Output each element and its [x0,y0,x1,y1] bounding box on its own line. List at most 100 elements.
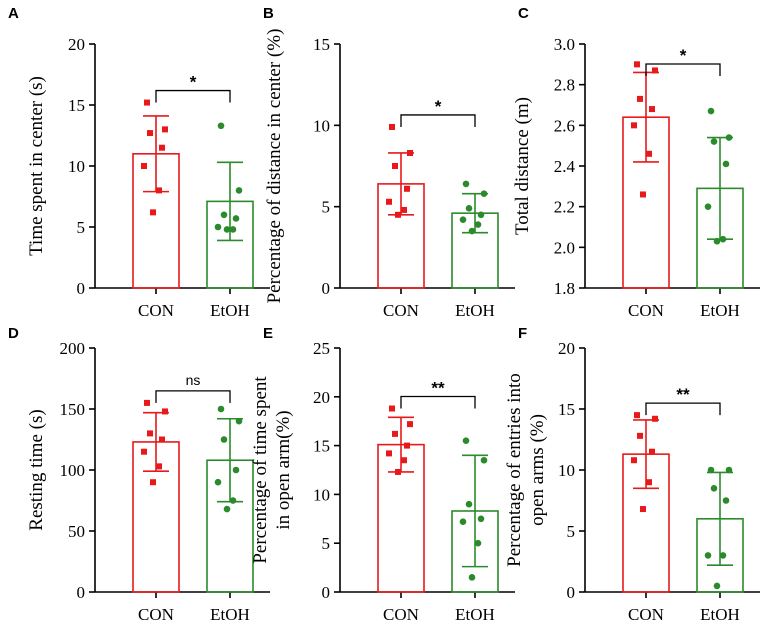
data-point-etoh [722,497,730,504]
significance-label: ** [676,385,690,404]
data-point-etoh [719,552,727,559]
data-point-con [404,185,410,192]
data-point-etoh [223,226,231,233]
significance-bracket-d: ns [155,372,231,403]
y-tick-label: 15 [313,35,330,54]
data-point-con [392,430,398,437]
y-tick-label: 2.6 [554,116,575,135]
data-point-con [395,468,401,475]
data-point-con [159,144,165,151]
y-axis-label-a: Time spent in center (s) [26,76,47,256]
y-tick-label: 20 [313,388,330,407]
panel-letter-c: C [518,5,529,22]
data-point-etoh [220,211,228,219]
y-tick-label: 2.0 [554,238,575,257]
significance-bracket-e: ** [400,379,476,409]
y-tick-label: 2.2 [554,198,575,217]
y-tick-label: 15 [558,400,575,419]
data-point-con [652,415,658,422]
y-tick-label: 5 [322,198,331,217]
y-tick-label: 0 [567,583,576,602]
data-point-etoh [232,215,240,222]
data-point-etoh [229,226,237,233]
significance-bracket-a: * [155,73,231,103]
data-point-etoh [480,456,488,464]
x-tick-label-etoh: EtOH [210,301,250,320]
panel-f: F Percentage of entries into open arms (%)… [504,325,760,624]
data-point-etoh [217,405,225,413]
data-point-etoh [707,107,715,115]
data-point-etoh [214,223,222,231]
data-point-con [392,163,398,169]
y-tick-label: 2.8 [554,76,575,95]
significance-bracket-c: * [645,46,721,76]
error-bar-etoh [217,161,243,242]
x-tick-label-etoh: EtOH [210,605,250,624]
data-point-etoh [465,204,473,212]
panel-letter-f: F [518,325,527,342]
data-point-etoh [220,436,228,443]
data-point-etoh [462,180,470,188]
data-point-con [386,450,392,457]
data-point-etoh [713,582,721,590]
data-point-con [407,421,413,428]
x-tick-label-con: CON [383,301,419,320]
y-tick-label: 20 [558,339,575,358]
y-axis-label-line: Percentage of time spent [250,376,271,564]
x-tick-label-etoh: EtOH [700,301,740,320]
data-point-etoh [462,437,470,445]
data-point-etoh [710,138,718,145]
y-axis-label-e: Percentage of time spent in open arm(%) [250,376,294,564]
data-point-etoh [480,190,488,197]
data-point-etoh [459,216,467,223]
data-point-etoh [725,466,733,474]
x-tick-label-con: CON [628,605,664,624]
data-point-con [404,442,410,449]
x-tick-label-con: CON [138,301,174,320]
data-point-con [646,479,652,486]
data-point-con [395,211,401,218]
panel-letter-e: E [263,325,273,342]
data-point-con [634,61,640,68]
data-point-con [634,412,640,419]
data-point-etoh [459,518,467,526]
data-point-con [637,432,643,439]
x-tick-label-con: CON [628,301,664,320]
y-axis-label-line: open arms (%) [527,414,548,526]
data-point-etoh [477,211,485,219]
y-tick-label: 1.8 [554,279,575,298]
y-tick-label: 10 [313,116,330,135]
data-point-con [631,457,637,464]
data-point-con [156,463,162,470]
data-point-etoh [229,497,237,504]
significance-label: ns [186,372,201,388]
data-point-etoh [474,221,482,228]
x-tick-label-etoh: EtOH [455,605,495,624]
panel-letter-a: A [8,5,19,22]
data-point-etoh [710,485,718,492]
data-point-etoh [707,466,715,474]
data-point-etoh [223,505,231,513]
y-tick-label: 200 [60,339,86,358]
data-point-etoh [474,539,482,547]
data-point-con [652,67,658,74]
data-point-etoh [235,417,243,425]
panel-c: C Total distance (m) 1.8 2.0 2.2 2.4 2.6 2.8 3.0… [512,5,760,320]
x-tick-label-etoh: EtOH [455,301,495,320]
significance-label: ** [431,379,445,398]
panel-letter-b: B [263,5,274,22]
y-tick-label: 5 [567,522,576,541]
data-point-etoh [719,235,727,243]
data-point-con [637,95,643,102]
data-point-etoh [214,478,222,486]
panel-letter-d: D [8,325,19,342]
error-bar-etoh [462,454,488,568]
y-tick-label: 0 [322,279,331,298]
panel-e: E Percentage of time spent in open arm(%) 0… [250,325,515,624]
data-point-con [147,430,153,437]
data-point-con [141,163,147,169]
significance-bracket-line [645,63,721,76]
data-point-con [640,506,646,513]
significance-bracket-line [155,89,231,103]
